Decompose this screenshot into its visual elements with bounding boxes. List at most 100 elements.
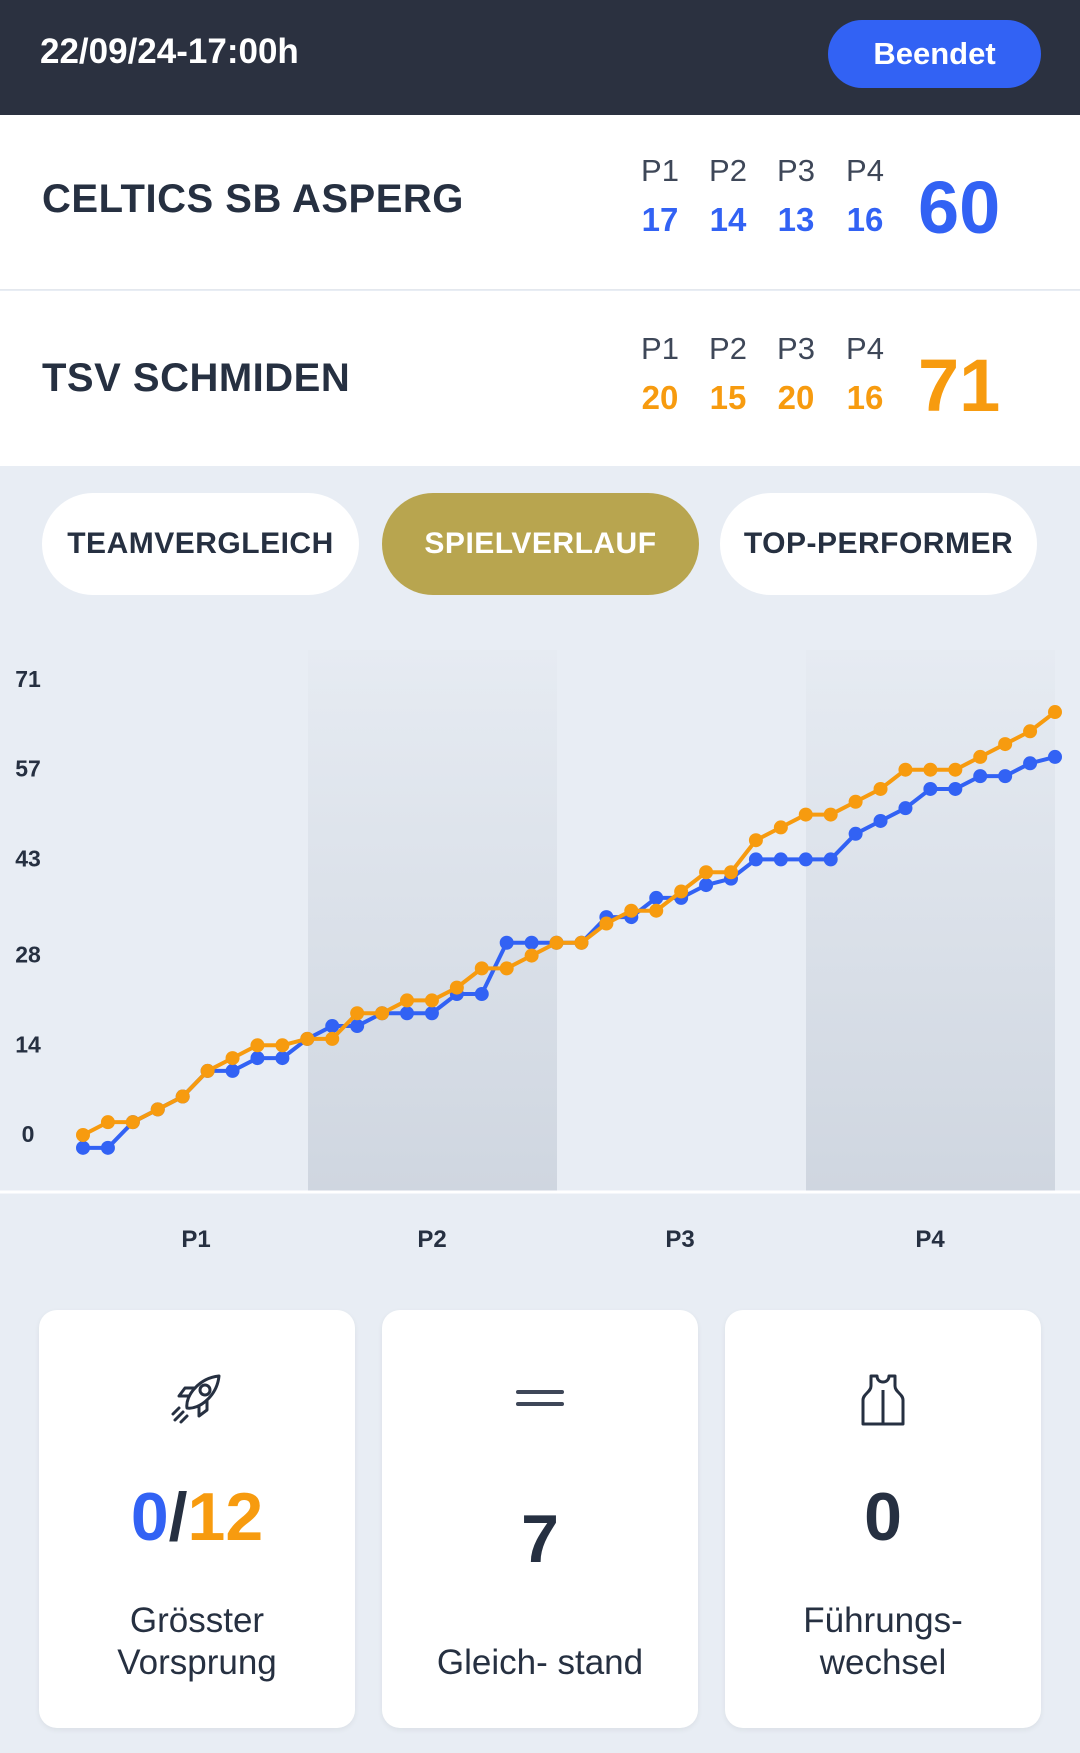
period-label: P1 [181, 1226, 210, 1253]
largest-lead-label: Grösster Vorsprung [117, 1601, 277, 1682]
period-label: P4 [915, 1226, 945, 1253]
series-point [649, 903, 664, 918]
quarter-score: 16 [846, 201, 884, 238]
largest-lead-away: 12 [187, 1479, 264, 1555]
series-point [649, 890, 664, 905]
total-score-away: 71 [918, 344, 1001, 427]
series-point [499, 961, 514, 976]
series-point [1023, 724, 1038, 739]
quarter-p3-away: P3 20 [766, 331, 826, 417]
series-point [873, 813, 888, 828]
tab-top-performer[interactable]: TOP-PERFORMER [720, 493, 1037, 595]
lead-changes-value: 0 [864, 1479, 902, 1555]
series-point [125, 1115, 140, 1130]
ties-label: Gleich- stand [436, 1643, 644, 1682]
series-point [325, 1031, 340, 1046]
series-point [773, 852, 788, 867]
series-point [599, 916, 614, 931]
team-row-home: CELTICS SB ASPERG P1 17 P2 14 P3 13 P4 1… [0, 115, 1080, 290]
quarter-score: 14 [709, 201, 747, 238]
series-point [873, 781, 888, 796]
tab-teamvergleich[interactable]: TEAMVERGLEICH [42, 493, 359, 595]
y-tick-label: 14 [15, 1031, 41, 1057]
series-point [474, 961, 489, 976]
stat-card-ties: 7 Gleich- stand [382, 1310, 698, 1728]
series-point [350, 1019, 365, 1034]
series-point [923, 762, 938, 777]
series-point [798, 807, 813, 822]
series-point [250, 1051, 265, 1066]
quarter-label: P1 [641, 331, 679, 366]
series-point [848, 826, 863, 841]
series-point [100, 1115, 115, 1130]
quarter-p1-home: P1 17 [630, 153, 690, 239]
largest-lead-separator: / [168, 1479, 188, 1555]
quarter-label: P2 [709, 331, 747, 366]
series-point [150, 1102, 165, 1117]
series-point [1048, 705, 1062, 720]
series-point [424, 1006, 439, 1021]
series-point [798, 852, 813, 867]
quarter-score: 17 [641, 201, 679, 238]
series-point [200, 1063, 215, 1078]
series-point [898, 762, 913, 777]
quarter-p2-home: P2 14 [698, 153, 758, 239]
series-point [250, 1038, 265, 1053]
series-point [748, 852, 763, 867]
series-point [973, 749, 988, 764]
quarter-label: P3 [777, 331, 815, 366]
series-point [375, 1006, 390, 1021]
quarter-label: P3 [777, 153, 815, 188]
series-point [524, 948, 539, 963]
game-flow-chart: 71 57 43 28 14 0 P1 P2 P3 P4 [0, 650, 1080, 1253]
period-band [308, 650, 557, 1192]
quarter-score: 15 [709, 379, 747, 416]
series-point [1023, 756, 1038, 771]
series-point [175, 1089, 190, 1104]
stat-cards: 0/12 Grösster Vorsprung 7 Gleich- stand … [0, 1310, 1080, 1730]
series-point [574, 935, 589, 950]
game-status-button[interactable]: Beendet [828, 20, 1041, 88]
quarter-p3-home: P3 13 [766, 153, 826, 239]
quarter-label: P2 [709, 153, 747, 188]
series-point [674, 884, 689, 899]
lead-changes-label: Führungs- wechsel [803, 1601, 963, 1682]
series-point [400, 1006, 414, 1021]
series-point [973, 769, 988, 784]
series-point [1048, 749, 1062, 764]
series-point [524, 935, 539, 950]
stat-card-lead-changes: 0 Führungs- wechsel [725, 1310, 1041, 1728]
y-tick-label: 28 [15, 942, 41, 968]
quarter-p4-away: P4 16 [835, 331, 895, 417]
series-point [699, 865, 714, 880]
jersey-icon [725, 1366, 1041, 1426]
quarter-score: 13 [777, 201, 815, 238]
series-point [549, 935, 564, 950]
quarter-score: 16 [846, 379, 884, 416]
team-name-home: CELTICS SB ASPERG [42, 177, 464, 221]
total-score-home: 60 [918, 166, 1001, 249]
tab-spielverlauf[interactable]: SPIELVERLAUF [382, 493, 699, 595]
y-tick-label: 0 [22, 1121, 35, 1147]
series-point [724, 865, 738, 880]
quarter-score: 20 [777, 379, 815, 416]
series-point [848, 794, 863, 809]
game-datetime: 22/09/24-17:00h [40, 32, 299, 71]
series-point [400, 993, 414, 1008]
equals-icon [382, 1366, 698, 1426]
series-point [275, 1038, 290, 1053]
series-line [82, 710, 1057, 1137]
quarter-label: P4 [846, 153, 884, 188]
team-row-away: TSV SCHMIDEN P1 20 P2 15 P3 20 P4 16 71 [0, 291, 1080, 466]
series-point [948, 781, 963, 796]
ties-value: 7 [521, 1501, 559, 1577]
quarter-label: P1 [641, 153, 679, 188]
series-point [998, 769, 1013, 784]
series-point [748, 833, 763, 848]
series-point [449, 980, 464, 995]
series-point [499, 935, 514, 950]
period-label: P3 [665, 1226, 694, 1253]
quarter-score: 20 [641, 379, 679, 416]
series-point [300, 1031, 315, 1046]
stat-card-largest-lead: 0/12 Grösster Vorsprung [39, 1310, 355, 1728]
